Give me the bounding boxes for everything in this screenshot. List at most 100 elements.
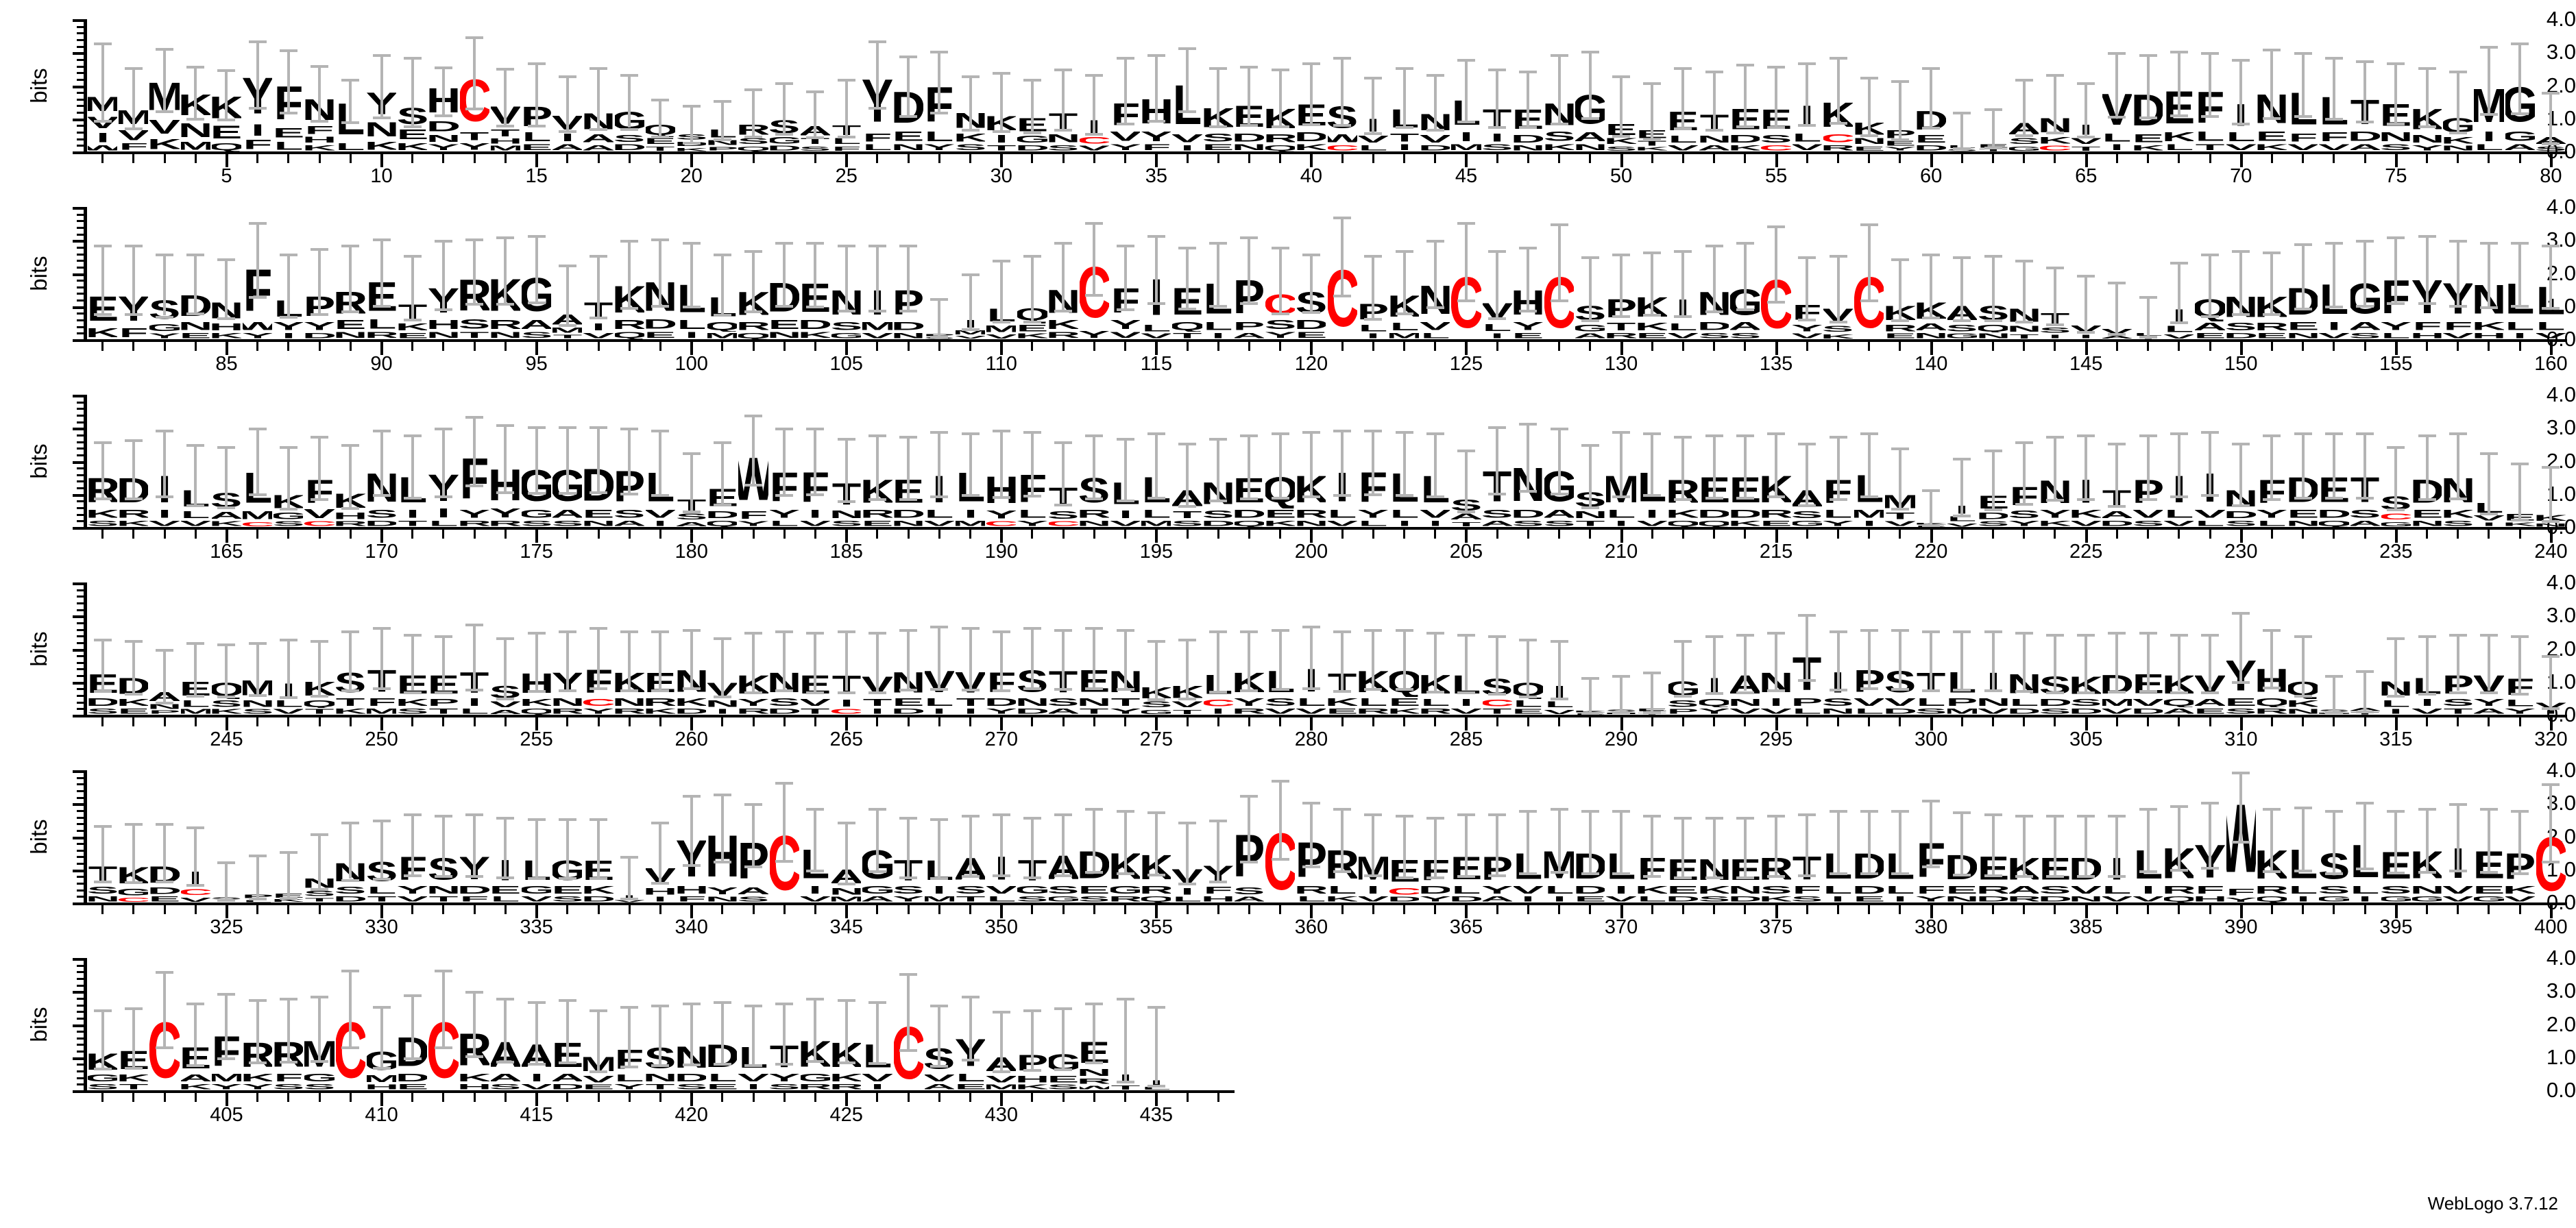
x-tick-label: 350 (984, 916, 1018, 938)
logo-letter: E (398, 332, 428, 339)
error-bar (1836, 254, 1840, 321)
error-bar (504, 637, 507, 698)
logo-letter: G (1110, 885, 1140, 895)
error-bar-cap (2045, 875, 2064, 879)
x-minor-tick (2209, 530, 2211, 539)
y-minor-tick (77, 138, 85, 140)
logo-letter: L (925, 696, 954, 708)
error-bar-cap (775, 82, 794, 85)
logo-letter: I (282, 332, 295, 339)
error-bar (2022, 441, 2026, 503)
logo-letter: D (770, 145, 799, 151)
x-minor-tick (783, 1093, 786, 1102)
logo-letter: K (367, 140, 396, 151)
x-tick-label: 425 (829, 1104, 863, 1126)
error-bar-cap (403, 691, 422, 694)
error-bar-cap (124, 127, 143, 130)
error-bar-cap (2139, 53, 2157, 57)
error-bar-cap (744, 632, 763, 635)
x-minor-tick (1434, 530, 1437, 539)
logo-letter: M (243, 509, 272, 521)
error-bar-cap (992, 495, 1010, 499)
error-bar (101, 639, 104, 691)
error-bar-cap (1550, 428, 1568, 431)
logo-letter: I (1397, 143, 1411, 151)
x-minor-tick (1279, 717, 1282, 726)
error-bar (1402, 815, 1406, 877)
error-bar-cap (899, 436, 918, 439)
logo-letter: S (1978, 520, 2008, 527)
logo-letter: G (1793, 519, 1822, 527)
error-bar (1433, 432, 1437, 496)
y-minor-tick (77, 233, 85, 236)
x-major-tick (1155, 154, 1158, 167)
x-minor-tick (1062, 530, 1065, 539)
x-major-tick (1310, 342, 1313, 355)
error-bar-cap (2511, 42, 2529, 45)
logo-letter: I (2327, 320, 2341, 332)
x-tick-label: 145 (2069, 353, 2103, 375)
error-bar (1217, 820, 1220, 881)
error-bar (1248, 236, 1251, 303)
x-major-tick (2394, 342, 2398, 355)
error-bar-cap (1984, 147, 2002, 150)
error-bar-cap (1333, 123, 1352, 127)
error-bar (411, 994, 414, 1058)
error-bar-cap (930, 431, 949, 434)
logo-letter: Y (274, 320, 304, 332)
error-bar-cap (1333, 870, 1352, 874)
error-bar-cap (217, 899, 236, 902)
error-bar-cap (1147, 53, 1165, 57)
logo-letter: N (1978, 332, 2008, 339)
logo-letter: S (335, 885, 365, 896)
logo-letter: T (986, 144, 1017, 151)
x-tick-label: 220 (1914, 541, 1948, 563)
error-bar-cap (186, 1064, 205, 1067)
x-minor-tick (318, 1093, 321, 1102)
error-bar-cap (1891, 872, 1909, 875)
x-minor-tick (1837, 342, 1839, 351)
logo-letter: Y (1234, 696, 1265, 708)
x-minor-tick (597, 905, 600, 914)
logo-letter: V (2474, 514, 2504, 522)
logo-letter: D (646, 318, 675, 331)
error-bar (1062, 1007, 1065, 1069)
x-minor-tick (2364, 154, 2366, 163)
error-bar (1930, 630, 1933, 690)
error-bar-cap (713, 1000, 731, 1004)
logo-letter: T (1172, 509, 1202, 520)
y-major-tick (73, 207, 85, 210)
x-major-tick (2549, 342, 2553, 355)
logo-letter: Y (490, 507, 520, 520)
x-minor-tick (1992, 717, 1995, 726)
logo-letter: S (1823, 325, 1854, 334)
error-bar-cap (1829, 498, 1847, 502)
error-bar (1278, 432, 1282, 497)
x-minor-tick (163, 717, 166, 726)
x-minor-tick (2426, 342, 2429, 351)
error-bar-cap (2356, 710, 2374, 713)
x-tick-label: 185 (829, 541, 863, 563)
x-tick-label: 255 (520, 728, 553, 750)
error-bar-cap (1240, 860, 1259, 863)
x-minor-tick (1341, 342, 1344, 351)
x-minor-tick (2333, 154, 2335, 163)
error-bar-cap (1612, 495, 1631, 499)
error-bar (1557, 808, 1561, 872)
logo-letter: A (1483, 519, 1512, 527)
error-bar (2364, 432, 2367, 498)
x-minor-tick (2488, 717, 2490, 726)
error-bar (411, 633, 414, 691)
logo-letter: N (2288, 519, 2318, 527)
error-bar-cap (2356, 240, 2374, 243)
error-bar (132, 1007, 135, 1067)
logo-letter: T (552, 334, 583, 339)
x-minor-tick (2518, 717, 2521, 726)
logo-letter: K (460, 1072, 489, 1083)
error-bar-cap (1519, 695, 1538, 698)
error-bar-cap (1302, 310, 1320, 314)
error-bar (845, 245, 848, 310)
error-bar-cap (217, 445, 236, 449)
error-bar-cap (930, 297, 949, 301)
error-bar (1867, 77, 1871, 134)
